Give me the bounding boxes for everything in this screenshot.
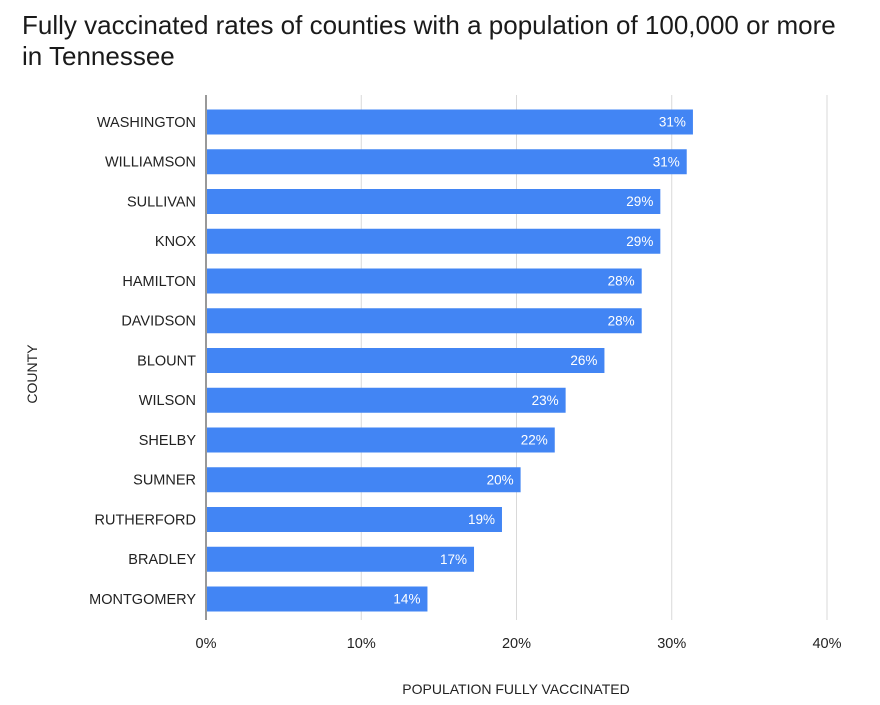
data-label: 22% [521, 433, 548, 448]
x-tick-labels: 0% 10% 20% 30% 40% [196, 636, 842, 652]
data-label: 31% [659, 115, 686, 130]
data-label: 17% [440, 552, 467, 567]
category-labels: WASHINGTON WILLIAMSON SULLIVAN KNOX HAMILTON… [89, 115, 196, 608]
data-label: 28% [608, 313, 635, 328]
category-label: RUTHERFORD [95, 512, 197, 528]
chart-title: Fully vaccinated rates of counties with … [22, 10, 836, 71]
bar [207, 427, 555, 453]
bar [207, 109, 693, 135]
data-label: 23% [532, 393, 559, 408]
data-label: 29% [626, 234, 653, 249]
bars: 31% 31% 29% 29% 28% 28% 26% 23% 22% 20% 19% 17% 14% [207, 109, 693, 612]
bar [207, 467, 521, 493]
bar [207, 149, 687, 175]
category-label: SULLIVAN [127, 194, 196, 210]
bar [207, 308, 642, 334]
data-label: 31% [653, 154, 680, 169]
x-tick-label: 30% [657, 636, 686, 652]
data-label: 19% [468, 512, 495, 527]
bar [207, 228, 661, 254]
x-axis-title: POPULATION FULLY VACCINATED [402, 681, 629, 697]
bar [207, 189, 661, 214]
data-label: 20% [487, 472, 514, 487]
category-label: WILSON [139, 393, 196, 409]
bar [207, 348, 605, 373]
category-label: KNOX [155, 234, 196, 250]
data-label: 28% [608, 274, 635, 289]
x-tick-label: 10% [347, 636, 376, 652]
category-label: DAVIDSON [121, 314, 196, 330]
category-label: WASHINGTON [97, 115, 196, 131]
bar [207, 387, 566, 413]
data-label: 26% [570, 353, 597, 368]
category-label: SUMNER [133, 473, 196, 489]
data-label: 14% [393, 592, 420, 607]
bar [207, 546, 475, 572]
bar [207, 507, 502, 532]
category-label: BRADLEY [128, 552, 196, 568]
x-tick-label: 0% [196, 636, 217, 652]
category-label: SHELBY [139, 433, 197, 449]
data-label: 29% [626, 194, 653, 209]
x-tick-label: 20% [502, 636, 531, 652]
category-label: BLOUNT [137, 353, 196, 369]
x-tick-label: 40% [812, 636, 841, 652]
category-label: HAMILTON [122, 274, 196, 290]
category-label: MONTGOMERY [89, 592, 196, 608]
y-axis-title: COUNTY [24, 344, 40, 404]
bar [207, 586, 428, 612]
bar [207, 268, 642, 294]
category-label: WILLIAMSON [105, 155, 196, 171]
